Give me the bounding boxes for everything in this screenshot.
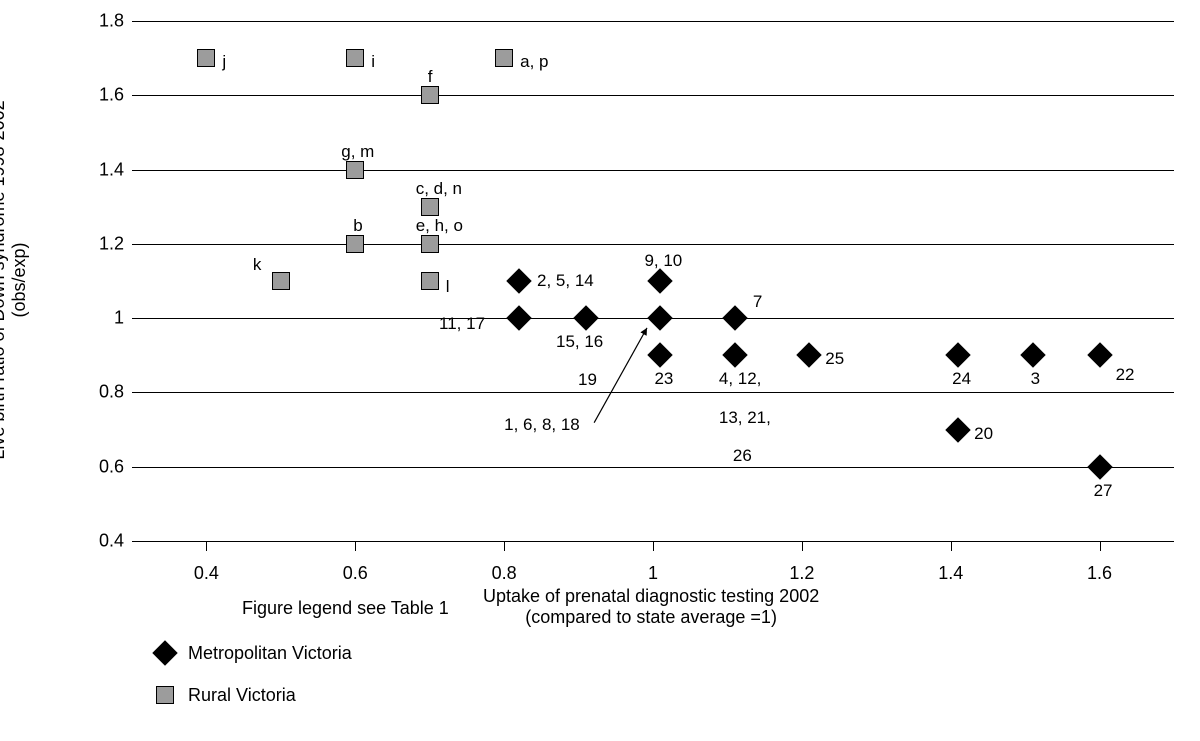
point-label: 20 — [974, 424, 993, 444]
y-tick-label: 0.6 — [99, 456, 124, 477]
point-label: k — [253, 255, 262, 275]
scatter-chart: 0.4 0.6 0.8 1 1.2 1.4 1.6 1.8 0.4 0.6 0.8 1 1.2 1.4 1… — [0, 0, 1200, 741]
point-label: 3 — [1031, 369, 1040, 389]
y-tick-label: 1.2 — [99, 233, 124, 254]
square-marker — [495, 49, 513, 67]
x-tick-mark — [206, 541, 207, 551]
point-label: f — [428, 67, 433, 87]
point-label: e, h, o — [416, 216, 463, 236]
point-label: j — [222, 52, 226, 72]
y-tick-label: 1.4 — [99, 159, 124, 180]
point-label: 23 — [654, 369, 673, 389]
diamond-icon — [152, 640, 177, 665]
point-label: 9, 10 — [644, 251, 682, 271]
point-label: 25 — [825, 349, 844, 369]
x-tick-label: 1.2 — [789, 563, 814, 584]
plot-area: 0.40.60.811.21.41.61.8 0.40.60.811.21.41… — [132, 20, 1174, 542]
diamond-marker — [945, 417, 970, 442]
diamond-marker — [506, 268, 531, 293]
x-tick-label: 1.4 — [938, 563, 963, 584]
legend-item: Metropolitan Victoria — [152, 640, 352, 666]
x-tick-label: 1.6 — [1087, 563, 1112, 584]
diamond-marker — [648, 343, 673, 368]
point-label: 13, 21, — [719, 408, 771, 428]
square-marker — [421, 235, 439, 253]
y-tick-label: 1 — [114, 308, 124, 329]
gridline — [132, 95, 1174, 96]
y-tick-label: 0.8 — [99, 382, 124, 403]
point-label: g, m — [341, 142, 374, 162]
point-label: 26 — [733, 446, 752, 466]
point-label: a, p — [520, 52, 548, 72]
legend-label: Metropolitan Victoria — [188, 643, 352, 664]
y-tick-label: 1.6 — [99, 85, 124, 106]
square-icon — [156, 686, 174, 704]
square-marker — [421, 198, 439, 216]
point-label: 22 — [1116, 365, 1135, 385]
diamond-marker — [1087, 454, 1112, 479]
gridline — [132, 392, 1174, 393]
point-label: 24 — [952, 369, 971, 389]
annotation-label: 1, 6, 8, 18 — [504, 415, 580, 435]
x-tick-label: 0.8 — [492, 563, 517, 584]
gridline — [132, 170, 1174, 171]
legend-item: Rural Victoria — [152, 682, 352, 708]
legend: Metropolitan Victoria Rural Victoria — [152, 640, 352, 724]
x-tick-mark — [355, 541, 356, 551]
diamond-marker — [722, 343, 747, 368]
x-axis-title: Uptake of prenatal diagnostic testing 20… — [483, 586, 819, 628]
point-label: l — [446, 277, 450, 297]
point-label: 15, 16 — [556, 332, 603, 352]
point-label: c, d, n — [416, 179, 462, 199]
square-marker — [346, 161, 364, 179]
square-marker — [421, 86, 439, 104]
x-tick-mark — [1100, 541, 1101, 551]
y-tick-label: 1.8 — [99, 11, 124, 32]
gridline — [132, 244, 1174, 245]
point-label: 27 — [1094, 481, 1113, 501]
x-tick-label: 1 — [648, 563, 658, 584]
point-label: 19 — [578, 370, 597, 390]
figure-caption: Figure legend see Table 1 — [242, 598, 449, 619]
x-tick-label: 0.4 — [194, 563, 219, 584]
square-marker — [346, 235, 364, 253]
legend-label: Rural Victoria — [188, 685, 296, 706]
square-marker — [272, 272, 290, 290]
square-marker — [197, 49, 215, 67]
point-label: i — [371, 52, 375, 72]
diamond-marker — [722, 305, 747, 330]
diamond-marker — [506, 305, 531, 330]
square-marker — [346, 49, 364, 67]
point-label: 11, 17 — [439, 314, 485, 334]
diamond-marker — [797, 343, 822, 368]
point-label: 4, 12, — [719, 369, 762, 389]
x-tick-mark — [951, 541, 952, 551]
x-tick-mark — [802, 541, 803, 551]
diamond-marker — [1020, 343, 1045, 368]
gridline — [132, 21, 1174, 22]
y-axis-title: Live birth ratio of Down syndrome 1998-2… — [0, 100, 30, 459]
diamond-marker — [945, 343, 970, 368]
point-label: 7 — [753, 292, 762, 312]
x-tick-mark — [653, 541, 654, 551]
x-tick-mark — [504, 541, 505, 551]
point-label: 2, 5, 14 — [537, 271, 594, 291]
x-tick-label: 0.6 — [343, 563, 368, 584]
diamond-marker — [573, 305, 598, 330]
square-marker — [421, 272, 439, 290]
diamond-marker — [648, 268, 673, 293]
y-tick-label: 0.4 — [99, 531, 124, 552]
point-label: b — [353, 216, 362, 236]
diamond-marker — [1087, 343, 1112, 368]
gridline — [132, 467, 1174, 468]
diamond-marker — [648, 305, 673, 330]
